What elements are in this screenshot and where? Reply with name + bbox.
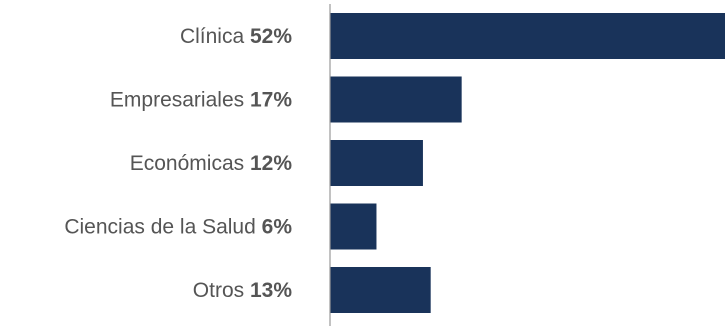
bar [330, 13, 725, 59]
value-label: 13% [250, 279, 292, 302]
value-label: 6% [262, 216, 293, 239]
value-label: 52% [250, 25, 292, 48]
category-label: Ciencias de la Salud 6% [64, 216, 292, 239]
category-label: Otros 13% [193, 279, 293, 302]
bar [330, 203, 377, 250]
category-labels-group: Clínica 52% Empresariales 17% Económicas 1… [64, 25, 292, 302]
category-name: Económicas [130, 152, 250, 175]
category-label: Económicas 12% [130, 152, 293, 175]
value-label: 17% [250, 89, 292, 112]
value-label: 12% [250, 152, 292, 175]
category-name: Ciencias de la Salud [64, 216, 261, 239]
category-name: Clínica [180, 25, 250, 48]
category-name: Otros [193, 279, 250, 302]
bars-group [330, 13, 725, 313]
bar [330, 267, 431, 313]
bar [330, 140, 423, 186]
category-label: Empresariales 17% [110, 89, 292, 112]
bar [330, 76, 462, 123]
category-label: Clínica 52% [180, 25, 292, 48]
category-name: Empresariales [110, 89, 250, 112]
